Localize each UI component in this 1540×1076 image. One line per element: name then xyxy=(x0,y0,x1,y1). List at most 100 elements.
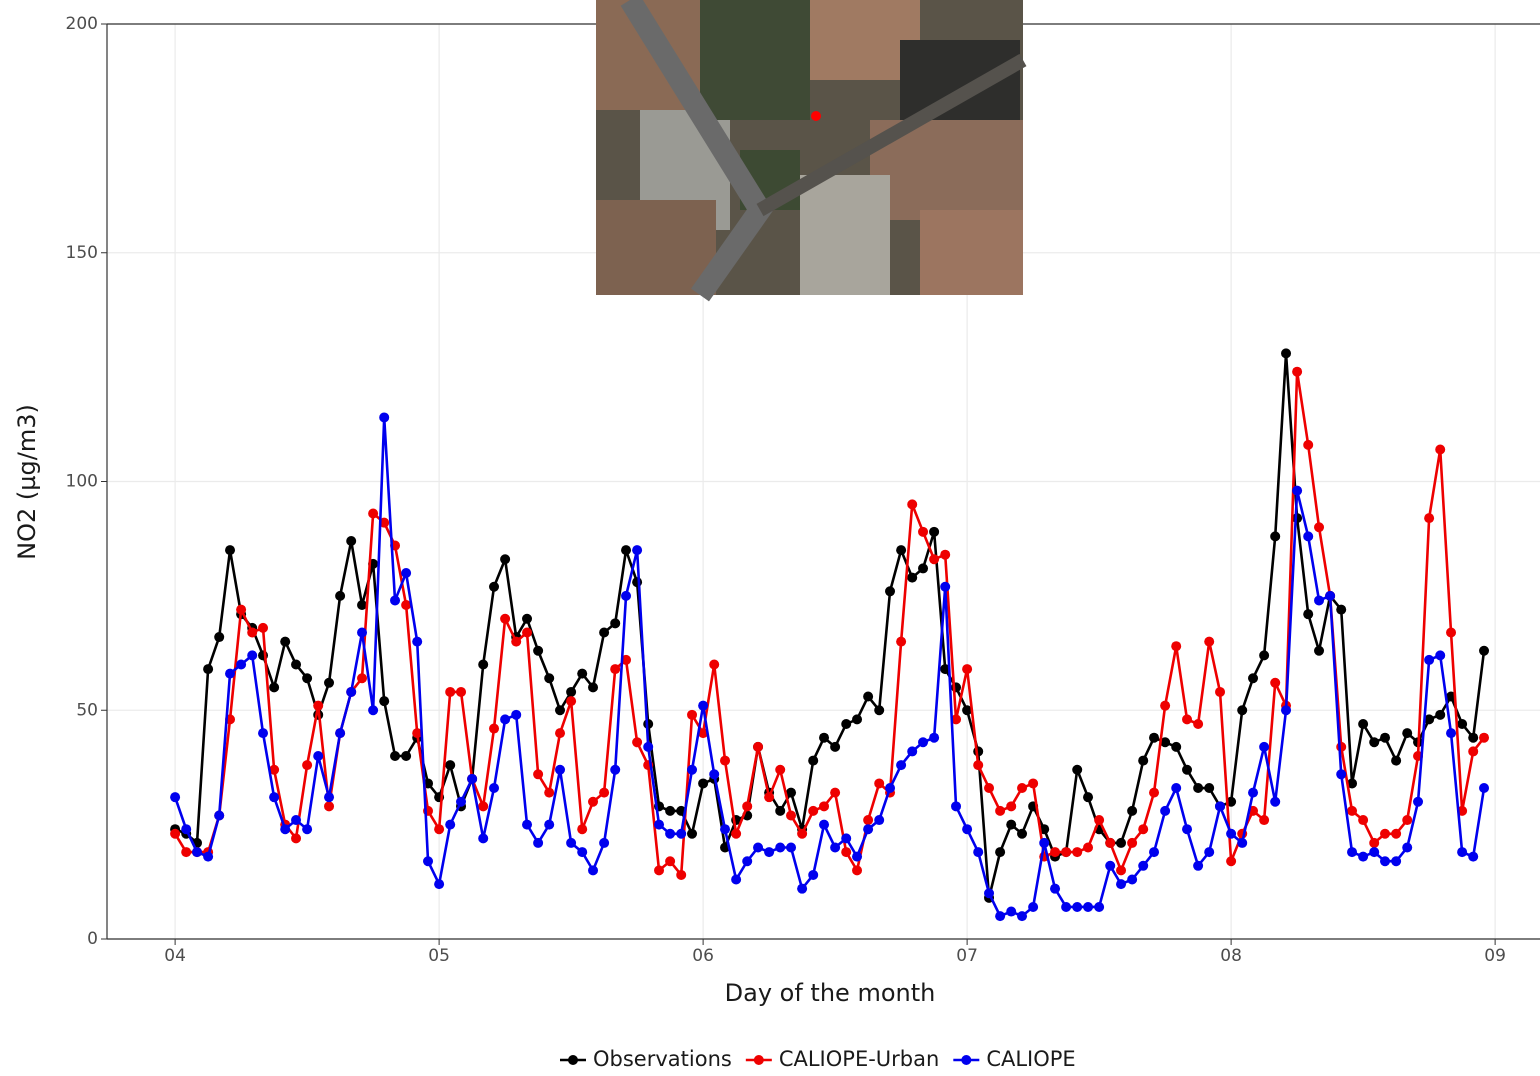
point xyxy=(1226,856,1237,867)
point xyxy=(995,805,1006,816)
point xyxy=(1270,531,1281,542)
point xyxy=(1204,783,1215,794)
point xyxy=(665,805,676,816)
legend-item: Observations xyxy=(560,1047,732,1071)
point xyxy=(577,668,588,679)
point xyxy=(379,696,390,707)
point xyxy=(401,568,412,578)
point xyxy=(984,783,995,794)
point xyxy=(324,801,335,812)
point xyxy=(1380,828,1391,839)
point xyxy=(533,769,544,780)
point xyxy=(555,728,566,739)
point xyxy=(1347,778,1358,789)
point xyxy=(555,705,566,716)
point xyxy=(1127,837,1138,848)
point xyxy=(1116,865,1127,876)
point xyxy=(1446,627,1457,638)
point xyxy=(1270,796,1281,807)
point xyxy=(1248,673,1259,684)
point xyxy=(1248,787,1259,798)
point xyxy=(1105,837,1116,848)
point xyxy=(643,741,654,752)
point xyxy=(1061,847,1072,858)
y-tick-label: 200 xyxy=(66,14,98,34)
point xyxy=(951,801,962,812)
point xyxy=(1083,901,1094,912)
point xyxy=(775,805,786,816)
point xyxy=(1424,513,1435,524)
point xyxy=(445,819,456,830)
point xyxy=(214,632,225,643)
point xyxy=(1204,847,1215,858)
point xyxy=(522,819,533,830)
point xyxy=(379,412,390,423)
point xyxy=(544,673,555,684)
point xyxy=(885,783,896,794)
point xyxy=(1204,636,1215,647)
point xyxy=(335,590,346,601)
point xyxy=(698,728,709,739)
point xyxy=(676,869,687,880)
point xyxy=(665,828,676,839)
point xyxy=(1424,714,1435,725)
point xyxy=(313,751,324,761)
point xyxy=(1402,842,1413,853)
point xyxy=(896,760,907,771)
point xyxy=(797,883,808,894)
inset-map xyxy=(596,0,1027,302)
point xyxy=(258,622,269,633)
point xyxy=(896,636,907,647)
point xyxy=(984,888,995,899)
point xyxy=(258,728,269,739)
point xyxy=(1303,531,1314,542)
point xyxy=(1281,705,1292,716)
point xyxy=(786,787,797,798)
point xyxy=(1017,828,1028,839)
point xyxy=(522,627,533,638)
point xyxy=(390,751,401,761)
point xyxy=(1336,769,1347,780)
point xyxy=(555,764,566,775)
point xyxy=(918,737,929,748)
point xyxy=(456,796,467,807)
point xyxy=(1402,728,1413,739)
point xyxy=(907,746,918,757)
point xyxy=(863,815,874,826)
point xyxy=(940,549,951,560)
point xyxy=(1237,837,1248,848)
point xyxy=(500,613,511,624)
point xyxy=(1303,439,1314,450)
point xyxy=(1314,595,1325,606)
point xyxy=(401,600,412,611)
point xyxy=(610,618,621,629)
point xyxy=(280,824,291,835)
point xyxy=(566,686,577,697)
point xyxy=(1369,737,1380,748)
point xyxy=(247,627,258,638)
point xyxy=(885,586,896,597)
point xyxy=(709,769,720,780)
point xyxy=(445,686,456,697)
point xyxy=(962,664,973,675)
x-tick-label: 04 xyxy=(164,946,186,966)
point xyxy=(874,778,885,789)
point xyxy=(852,851,863,862)
point xyxy=(324,677,335,688)
point xyxy=(1193,718,1204,729)
point xyxy=(1138,860,1149,871)
point xyxy=(599,627,610,638)
point xyxy=(1314,522,1325,533)
point xyxy=(1083,792,1094,803)
point xyxy=(1006,819,1017,830)
point xyxy=(280,636,291,647)
point xyxy=(610,664,621,675)
point xyxy=(1259,815,1270,826)
point xyxy=(841,847,852,858)
point xyxy=(599,837,610,848)
point xyxy=(1413,796,1424,807)
point xyxy=(995,847,1006,858)
point xyxy=(203,664,214,675)
legend-dot xyxy=(961,1055,972,1065)
